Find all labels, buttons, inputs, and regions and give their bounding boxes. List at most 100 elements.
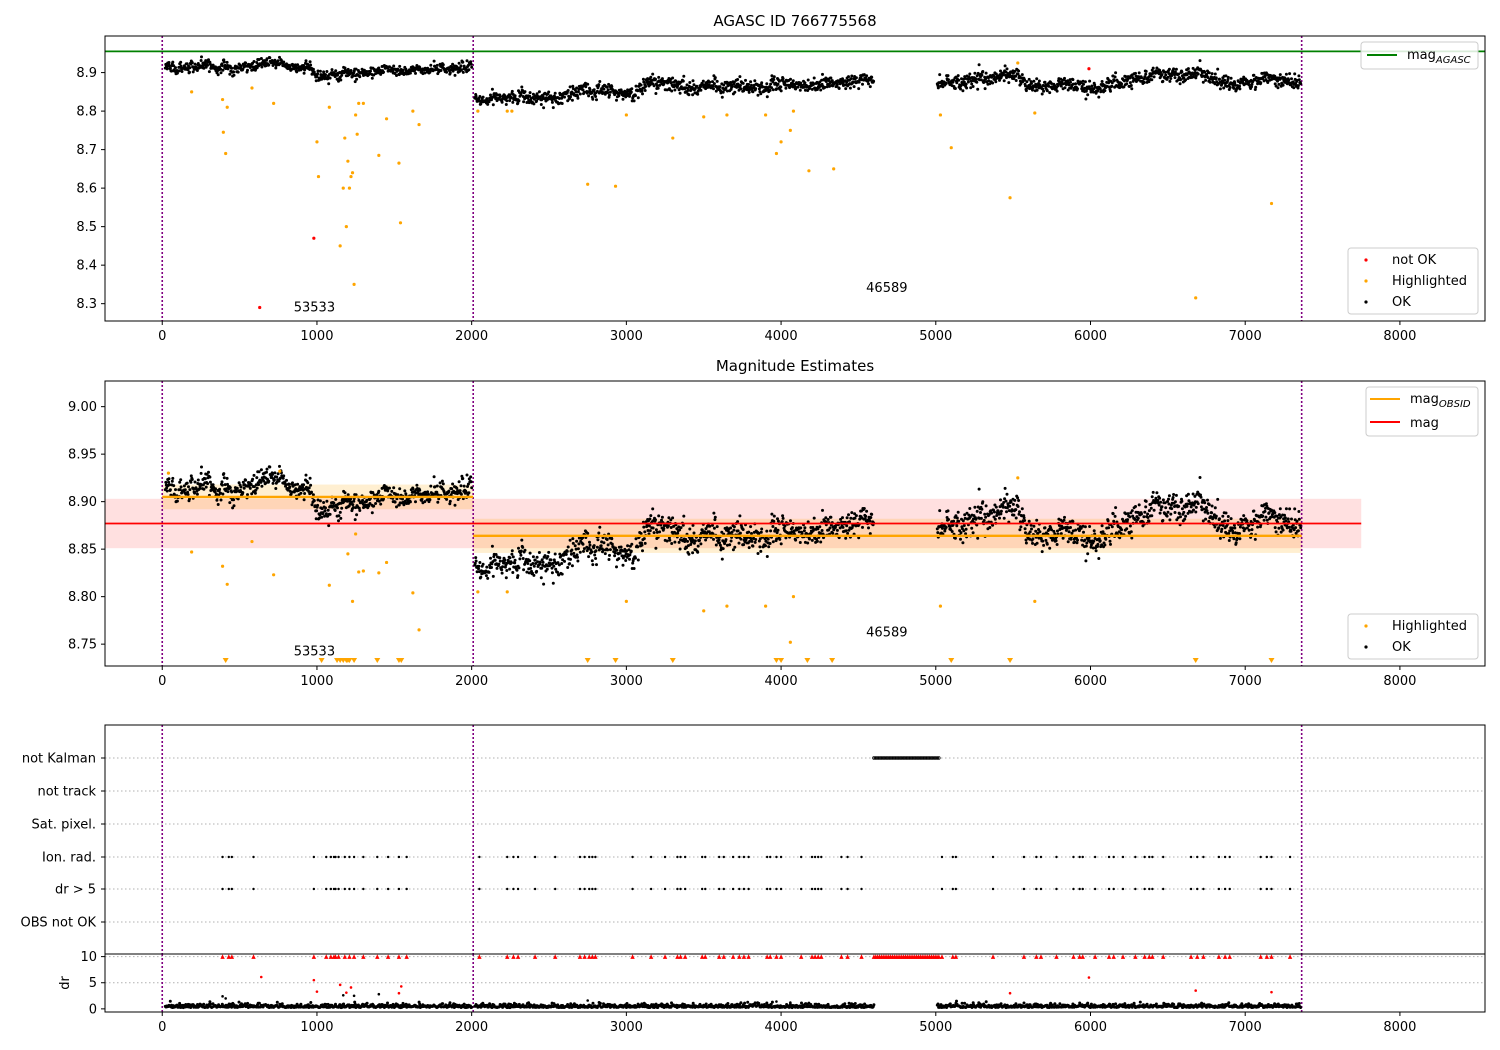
ok-point [615, 98, 618, 102]
ion-rad-flag [325, 855, 328, 859]
ok-point [677, 525, 681, 529]
ok-point [237, 481, 241, 485]
ok-point [396, 68, 400, 72]
ok-point [1120, 82, 1124, 86]
ok-point [1070, 531, 1074, 535]
ok-point [989, 509, 993, 513]
ok-point [457, 61, 461, 65]
dr-gt-5-flag [704, 887, 707, 891]
ok-point [607, 558, 611, 561]
ok-point [984, 71, 988, 75]
ok-point [308, 60, 312, 64]
off-scale-marker [1192, 658, 1199, 663]
highlighted-point [671, 136, 675, 140]
ok-point [858, 517, 862, 521]
ok-point [214, 65, 217, 69]
ok-point [1140, 512, 1143, 516]
ok-point [324, 512, 328, 516]
ok-point [983, 87, 987, 91]
ok-point [1008, 504, 1012, 508]
ok-point [867, 526, 870, 530]
ion-rad-flag [769, 855, 772, 859]
ok-point [820, 529, 824, 532]
ok-point [250, 492, 254, 496]
ok-point [1096, 542, 1100, 546]
ok-point [781, 516, 785, 520]
ok-point [1180, 499, 1184, 503]
ok-point [268, 56, 272, 60]
ok-point [870, 512, 874, 516]
not-kalman-flag [875, 756, 879, 760]
highlighted-point [361, 101, 365, 105]
ok-point [1007, 81, 1011, 85]
ok-point [547, 90, 551, 94]
legend-mag-obsid-name: mag [1410, 392, 1439, 407]
ok-point [1223, 519, 1227, 523]
ok-point [1081, 79, 1085, 83]
ok-point [1030, 527, 1033, 531]
ok-point [670, 542, 674, 545]
ok-point [729, 526, 733, 530]
ok-point [838, 526, 842, 530]
dr-gt-5-flag [747, 887, 750, 891]
ok-point [327, 82, 331, 86]
ok-point [1136, 516, 1140, 520]
ok-point [448, 499, 452, 503]
ok-point [1130, 509, 1134, 513]
ion-rad-flag [312, 855, 316, 859]
ok-point [969, 86, 973, 90]
ok-point [232, 73, 236, 77]
ok-point [1159, 500, 1163, 504]
ok-point [730, 530, 734, 534]
ok-point [377, 489, 381, 493]
panel2-legend-points-box [1347, 613, 1479, 660]
ok-point [776, 82, 780, 86]
ok-point [851, 523, 855, 527]
ok-point [1107, 85, 1111, 89]
ok-point [1234, 541, 1238, 545]
panel2-frame [104, 380, 1486, 667]
dr-gt-5-flag [594, 887, 597, 891]
ok-point [961, 541, 965, 545]
ok-point [244, 478, 248, 482]
ok-point [1020, 73, 1024, 77]
ok-point [193, 62, 197, 66]
ok-point [1005, 510, 1008, 514]
ok-point [241, 491, 245, 495]
ok-point [513, 94, 517, 98]
ok-point [1001, 505, 1005, 509]
ok-point [987, 79, 991, 83]
ok-point [1217, 526, 1221, 530]
ion-rad-flag [478, 855, 481, 859]
ok-point [977, 63, 981, 67]
ok-point [1007, 75, 1011, 79]
ok-point [521, 95, 525, 98]
ok-point [179, 478, 183, 482]
ok-point [360, 67, 364, 71]
ok-point [750, 83, 753, 87]
dr-gt-5-flag [478, 887, 481, 891]
ok-point [1128, 515, 1132, 519]
ok-point [754, 538, 758, 541]
ok-point [1074, 528, 1078, 532]
ok-point [962, 524, 966, 527]
ion-rad-flag [583, 855, 586, 859]
panel2-annotations: 53533 46589 [294, 626, 908, 660]
ok-point [503, 558, 507, 562]
ok-point [507, 560, 511, 564]
ok-point [1003, 497, 1007, 501]
ion-rad-flag [337, 855, 340, 859]
ok-point [211, 483, 215, 487]
ok-point [796, 85, 800, 89]
ok-point [981, 70, 985, 73]
ok-point [230, 490, 234, 494]
ok-point [596, 538, 600, 542]
ok-point [861, 525, 864, 529]
ok-point [355, 77, 359, 81]
ok-point [517, 566, 521, 570]
not-kalman-flag [906, 756, 910, 760]
ok-point [1207, 503, 1211, 507]
highlighted-point [397, 161, 401, 165]
ok-point [779, 89, 783, 93]
ok-point [214, 487, 217, 491]
